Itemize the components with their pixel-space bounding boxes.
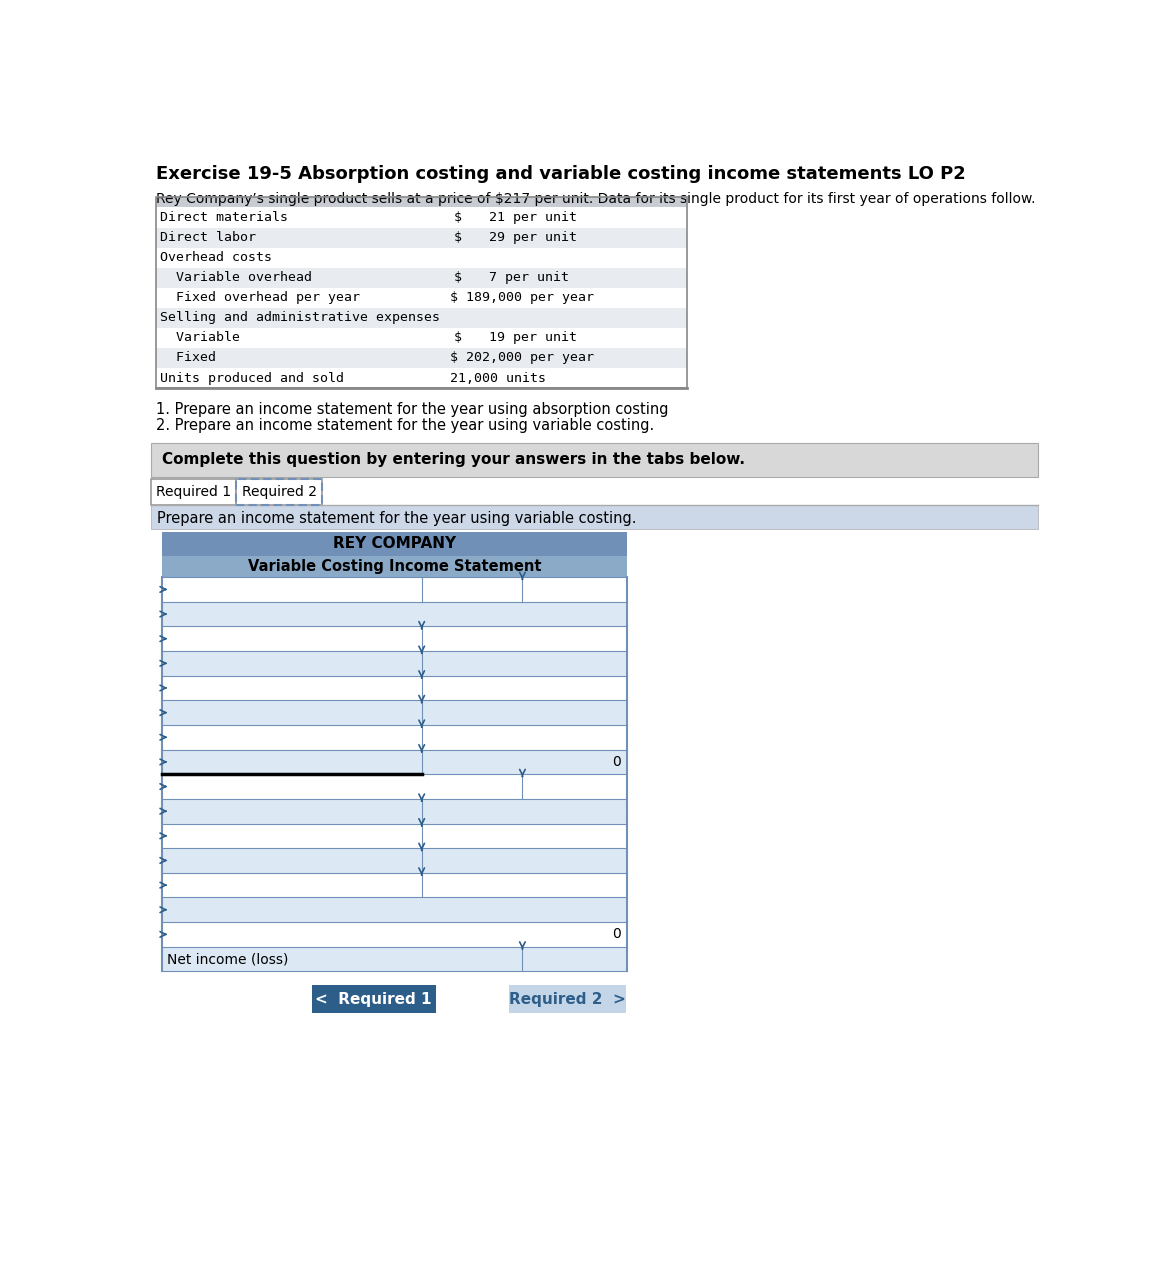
Bar (162, 799, 628, 823)
Bar (155, 268, 687, 288)
Bar (162, 774, 628, 799)
Text: 0: 0 (612, 755, 621, 769)
Text: 21 per unit: 21 per unit (490, 211, 578, 224)
Bar (237, 479, 321, 504)
Text: Direct materials: Direct materials (160, 211, 289, 224)
Bar (162, 652, 628, 676)
Text: Overhead costs: Overhead costs (160, 251, 273, 265)
Text: $: $ (455, 232, 462, 244)
Text: 29 per unit: 29 per unit (490, 232, 578, 244)
Text: $: $ (455, 332, 462, 344)
Bar (155, 288, 687, 307)
Text: Required 1: Required 1 (157, 485, 231, 499)
Text: Required 2  >: Required 2 > (509, 992, 625, 1006)
Text: $ 202,000 per year: $ 202,000 per year (450, 352, 594, 365)
Text: $ 189,000 per year: $ 189,000 per year (450, 292, 594, 305)
Bar (155, 348, 687, 367)
Text: Variable overhead: Variable overhead (160, 271, 312, 284)
Text: 7 per unit: 7 per unit (490, 271, 570, 284)
Text: 19 per unit: 19 per unit (490, 332, 578, 344)
Text: Direct labor: Direct labor (160, 232, 256, 244)
Bar (155, 307, 687, 328)
Bar (155, 228, 687, 247)
Bar (509, 986, 625, 1012)
Bar (162, 849, 628, 873)
Text: 2. Prepare an income statement for the year using variable costing.: 2. Prepare an income statement for the y… (155, 419, 654, 434)
Bar (155, 197, 687, 388)
Bar (162, 724, 628, 750)
Bar (162, 897, 628, 922)
Bar (162, 626, 628, 652)
Bar (162, 532, 628, 556)
Bar (162, 700, 628, 724)
Bar (162, 577, 628, 602)
Bar (162, 947, 628, 972)
Bar (162, 823, 628, 849)
Bar (162, 750, 628, 774)
Bar (237, 479, 321, 504)
Bar (162, 873, 628, 897)
Text: Fixed overhead per year: Fixed overhead per year (160, 292, 361, 305)
Text: 1. Prepare an income statement for the year using absorption costing: 1. Prepare an income statement for the y… (155, 402, 668, 416)
Bar (155, 207, 687, 228)
Bar (162, 676, 628, 700)
Bar (162, 602, 628, 626)
Bar (155, 197, 687, 207)
Text: 0: 0 (612, 928, 621, 941)
Bar (162, 922, 628, 947)
Bar (155, 328, 687, 348)
Text: 21,000 units: 21,000 units (450, 371, 546, 384)
Bar (151, 443, 1038, 477)
Bar (162, 556, 628, 577)
Text: Variable: Variable (160, 332, 240, 344)
Bar (151, 479, 237, 504)
Bar (155, 367, 687, 388)
Text: Complete this question by entering your answers in the tabs below.: Complete this question by entering your … (162, 452, 745, 467)
Text: $: $ (455, 271, 462, 284)
Text: Selling and administrative expenses: Selling and administrative expenses (160, 311, 441, 324)
Text: Exercise 19-5 Absorption costing and variable costing income statements LO P2: Exercise 19-5 Absorption costing and var… (155, 165, 965, 183)
Text: Variable Costing Income Statement: Variable Costing Income Statement (248, 559, 542, 573)
Bar (312, 986, 436, 1012)
Bar (151, 504, 1038, 530)
Text: <  Required 1: < Required 1 (316, 992, 432, 1006)
Text: REY COMPANY: REY COMPANY (333, 536, 456, 552)
Text: $: $ (455, 211, 462, 224)
Text: Units produced and sold: Units produced and sold (160, 371, 345, 384)
Text: Net income (loss): Net income (loss) (167, 952, 288, 966)
Bar (155, 247, 687, 268)
Text: Required 2: Required 2 (241, 485, 317, 499)
Text: Prepare an income statement for the year using variable costing.: Prepare an income statement for the year… (158, 511, 637, 526)
Text: Fixed: Fixed (160, 352, 217, 365)
Text: Rey Company’s single product sells at a price of $217 per unit. Data for its sin: Rey Company’s single product sells at a … (155, 192, 1036, 206)
